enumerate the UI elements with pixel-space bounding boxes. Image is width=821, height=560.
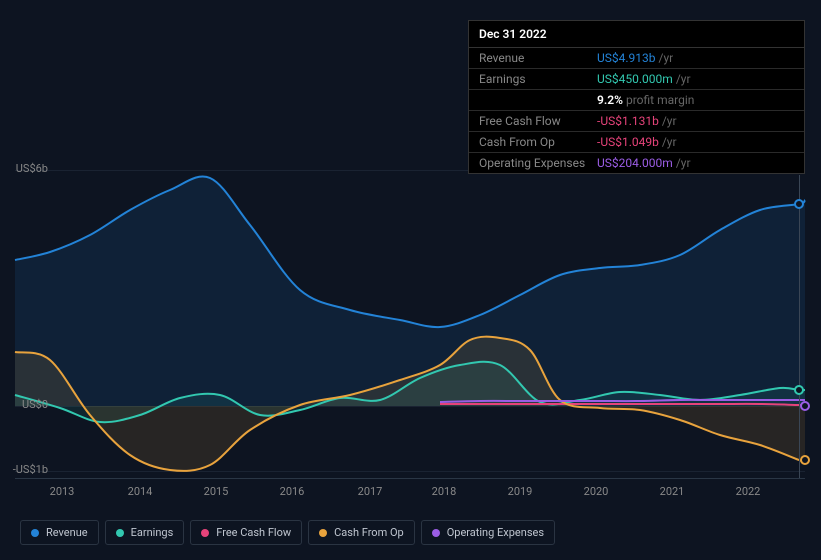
legend-item[interactable]: Revenue <box>20 520 99 545</box>
series-fill <box>15 176 805 406</box>
financials-chart: US$6b US$0 -US$1b 2013 2014 2015 2016 2017 2018… <box>0 0 821 560</box>
tooltip-row-unit: /yr <box>662 114 677 128</box>
tooltip-profit-label: profit margin <box>626 93 694 107</box>
hover-tooltip: Dec 31 2022 RevenueUS$4.913b/yrEarningsU… <box>468 20 805 174</box>
tooltip-row-value: US$204.000m <box>597 156 673 170</box>
hover-marker <box>800 401 810 411</box>
tooltip-row-value: -US$1.131b <box>597 114 659 128</box>
x-axis-tick-label: 2020 <box>584 485 609 498</box>
y-axis-tick-label: -US$1b <box>0 463 48 476</box>
y-axis-tick-label: US$0 <box>0 398 48 411</box>
legend-item[interactable]: Operating Expenses <box>421 520 555 545</box>
tooltip-row-unit: /yr <box>676 72 691 86</box>
legend-dot-icon <box>116 529 124 537</box>
tooltip-row: RevenueUS$4.913b/yr <box>469 48 804 69</box>
x-axis-tick-label: 2022 <box>736 485 761 498</box>
legend: Revenue Earnings Free Cash Flow Cash From O… <box>20 520 555 545</box>
x-axis-tick-label: 2018 <box>432 485 457 498</box>
tooltip-date: Dec 31 2022 <box>469 21 804 48</box>
x-axis-tick-label: 2014 <box>128 485 153 498</box>
legend-dot-icon <box>201 529 209 537</box>
legend-label: Earnings <box>131 526 174 539</box>
legend-label: Operating Expenses <box>447 526 544 539</box>
x-axis-tick-label: 2015 <box>204 485 229 498</box>
tooltip-row-label: Free Cash Flow <box>479 114 597 128</box>
hover-marker <box>794 199 804 209</box>
hover-guide-line <box>799 175 800 478</box>
legend-item[interactable]: Free Cash Flow <box>190 520 302 545</box>
tooltip-row-label: Cash From Op <box>479 135 597 149</box>
tooltip-row-unit: /yr <box>662 135 677 149</box>
x-axis-tick-label: 2013 <box>50 485 75 498</box>
tooltip-row: Operating ExpensesUS$204.000m/yr <box>469 153 804 173</box>
tooltip-row-value: US$4.913b <box>597 51 656 65</box>
tooltip-row-extra: 9.2% profit margin <box>469 90 804 111</box>
x-axis-tick-label: 2016 <box>280 485 305 498</box>
legend-item[interactable]: Earnings <box>105 520 185 545</box>
legend-label: Free Cash Flow <box>216 526 291 539</box>
tooltip-row: EarningsUS$450.000m/yr <box>469 69 804 90</box>
legend-label: Revenue <box>46 526 88 539</box>
y-axis-tick-label: US$6b <box>0 162 48 175</box>
x-axis-tick-label: 2021 <box>660 485 685 498</box>
legend-dot-icon <box>432 529 440 537</box>
x-axis-tick-label: 2017 <box>358 485 383 498</box>
hover-marker <box>794 385 804 395</box>
legend-dot-icon <box>31 529 39 537</box>
tooltip-row: Cash From Op-US$1.049b/yr <box>469 132 804 153</box>
series-line <box>440 404 805 405</box>
tooltip-row: Free Cash Flow-US$1.131b/yr <box>469 111 804 132</box>
tooltip-row-label: Earnings <box>479 72 597 86</box>
hover-marker <box>800 455 810 465</box>
legend-item[interactable]: Cash From Op <box>308 520 415 545</box>
tooltip-profit-pct: 9.2% <box>597 93 623 107</box>
legend-label: Cash From Op <box>334 526 404 539</box>
tooltip-row-unit: /yr <box>676 156 691 170</box>
tooltip-row-label: Operating Expenses <box>479 156 597 170</box>
legend-dot-icon <box>319 529 327 537</box>
tooltip-row-label: Revenue <box>479 51 597 65</box>
tooltip-row-value: US$450.000m <box>597 72 673 86</box>
x-axis-tick-label: 2019 <box>508 485 533 498</box>
tooltip-row-unit: /yr <box>659 51 674 65</box>
tooltip-row-value: -US$1.049b <box>597 135 659 149</box>
